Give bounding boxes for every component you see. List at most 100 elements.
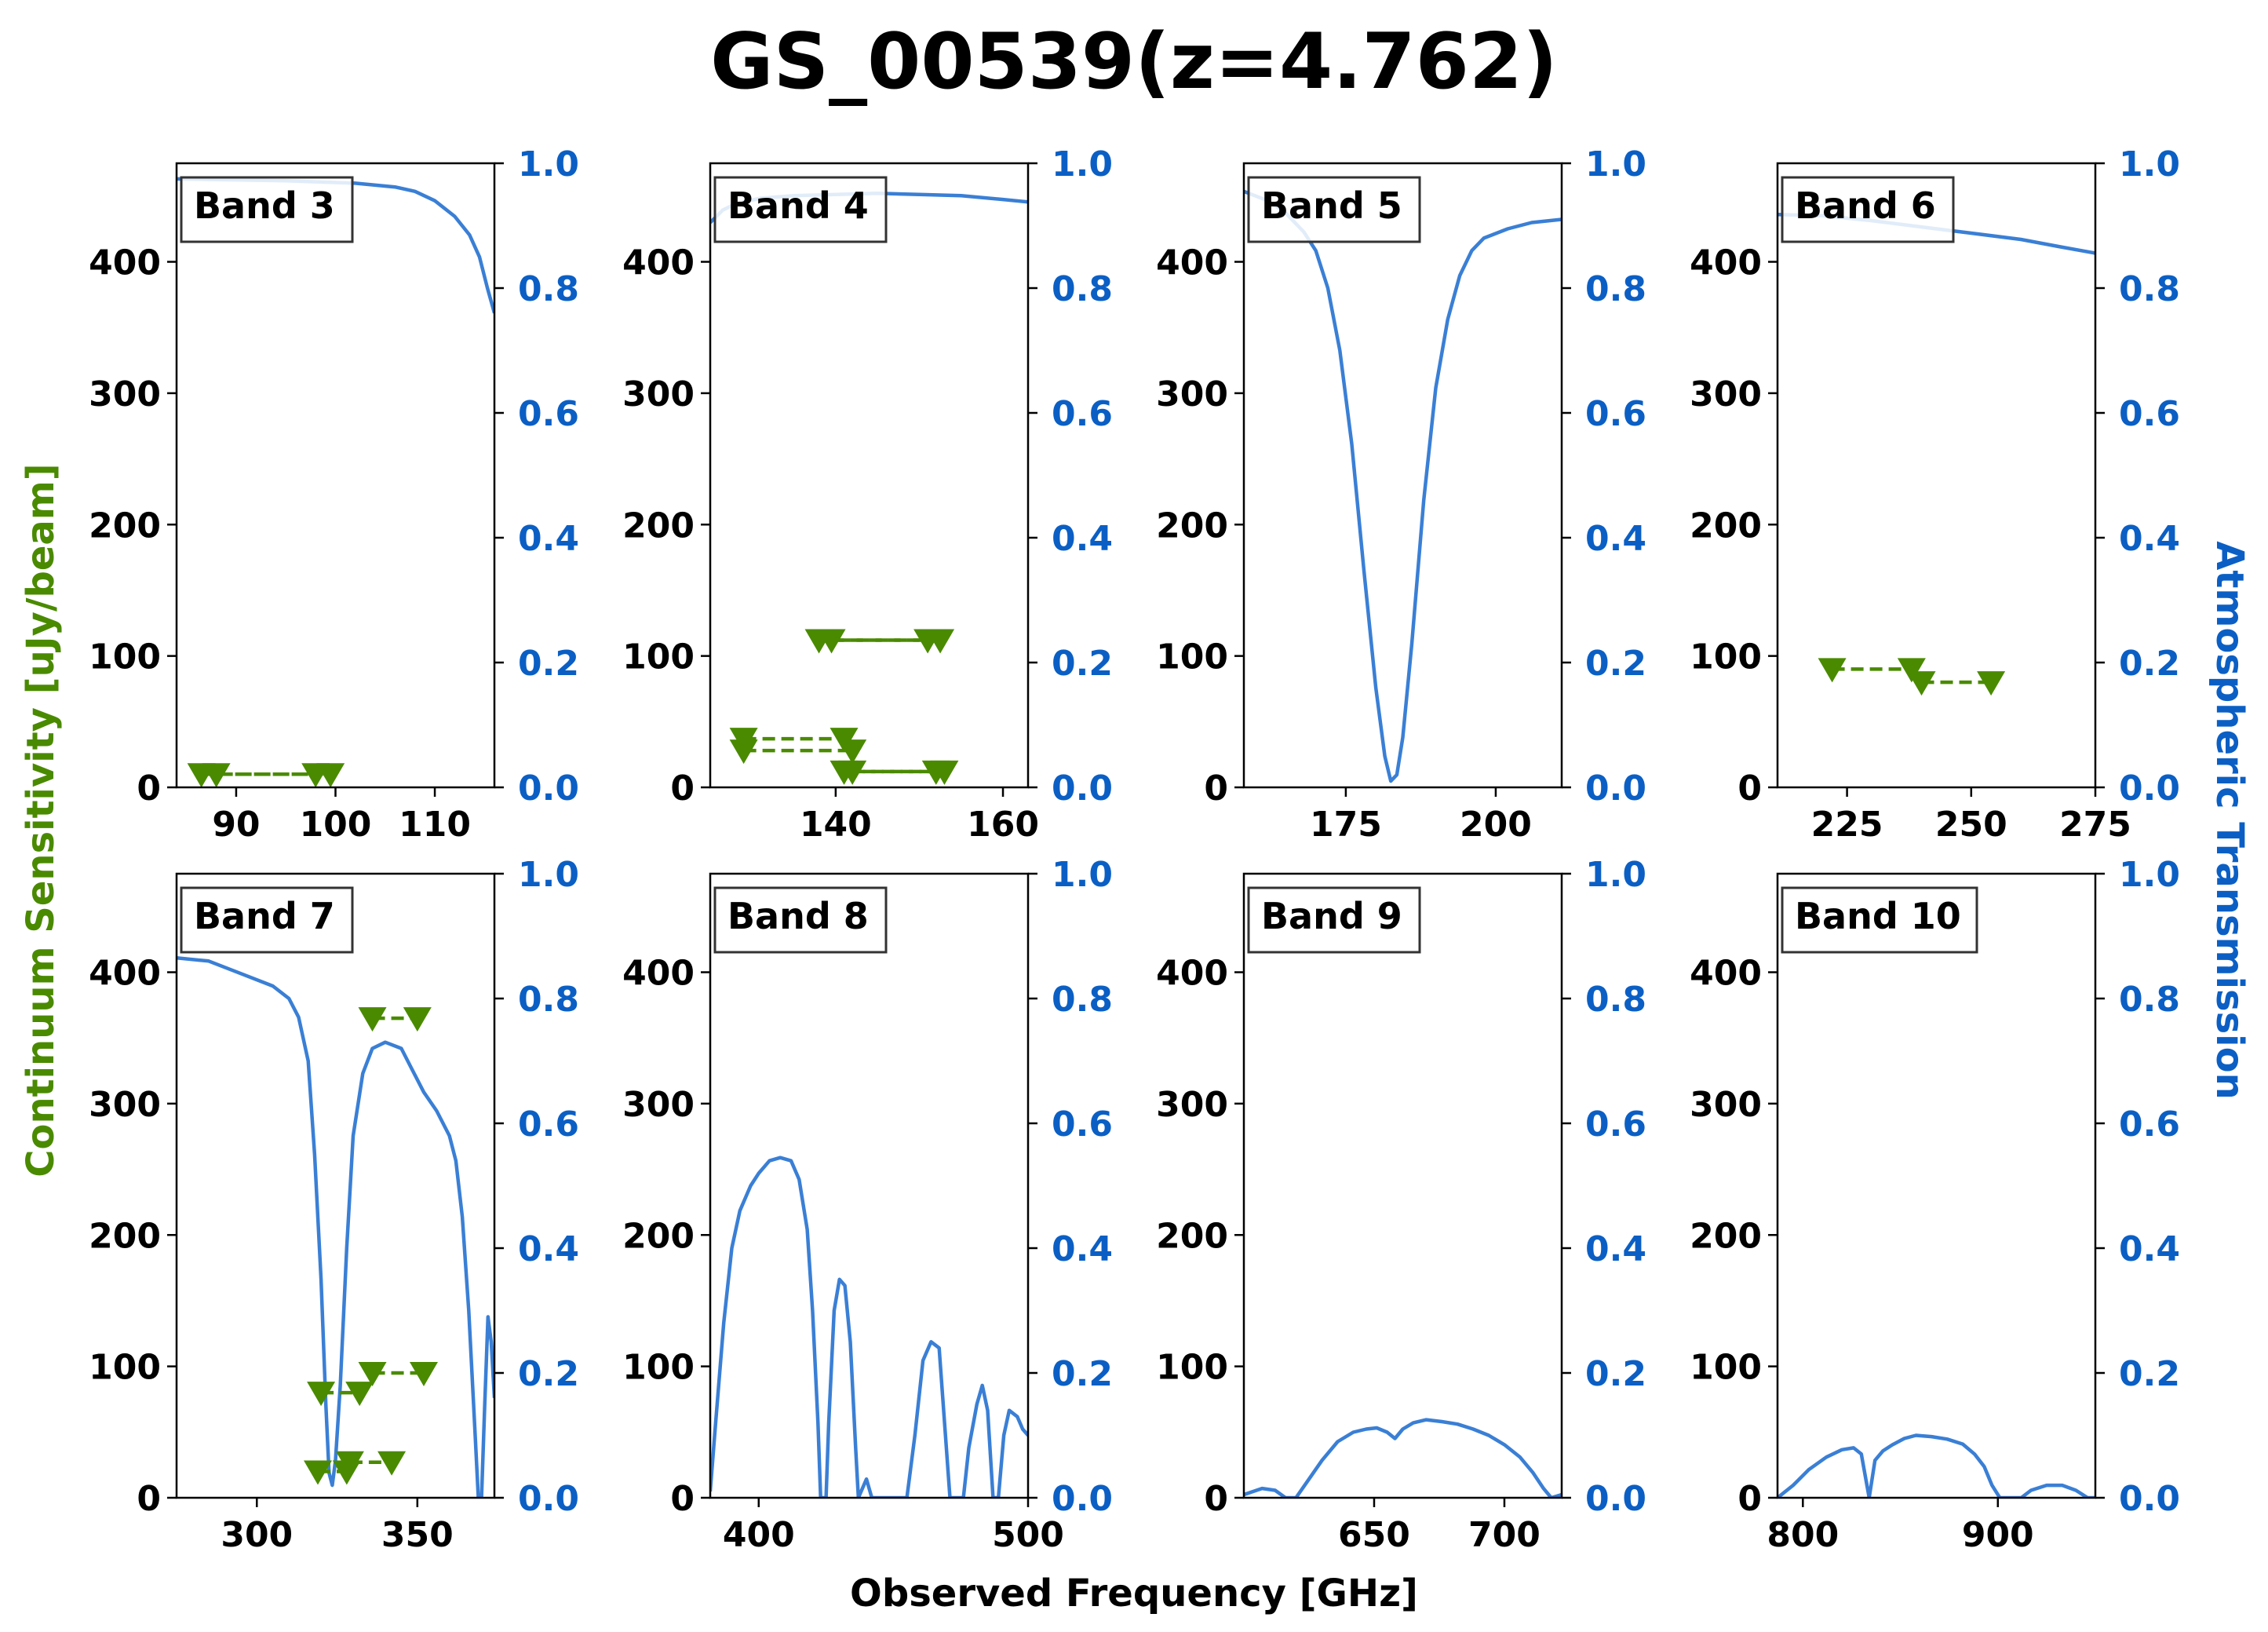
y-tick-label-right: 0.2 (1585, 644, 1646, 684)
y-tick-label-right: 1.0 (518, 144, 579, 184)
plot-frame (1242, 872, 1563, 1499)
y-tick-label-right: 0.8 (518, 269, 579, 309)
upper-limit-marker (838, 739, 867, 765)
y-tick-label-right: 0.8 (1052, 980, 1113, 1020)
y-tick-label-left: 200 (1156, 1216, 1228, 1256)
upper-limit-marker (930, 760, 959, 785)
y-tick-label-left: 400 (89, 954, 161, 994)
y-tick-label-right: 0.2 (1052, 644, 1113, 684)
y-tick-label-right: 0.4 (2119, 519, 2180, 559)
y-tick-label-right: 0.6 (518, 394, 579, 434)
x-tick-label: 700 (1468, 1515, 1541, 1555)
plot-frame (175, 162, 496, 789)
plot-frame (709, 162, 1030, 789)
y-tick-label-left: 0 (670, 1479, 695, 1519)
y-tick-label-right: 0.4 (518, 1229, 579, 1269)
upper-limit-marker (345, 1382, 374, 1407)
plot-frame (175, 872, 496, 1499)
x-tick-label: 275 (2059, 805, 2131, 845)
y-tick-label-right: 0.0 (518, 769, 579, 809)
y-tick-label-left: 0 (1204, 769, 1228, 809)
y-tick-label-left: 300 (89, 374, 161, 414)
y-tick-label-right: 0.0 (518, 1479, 579, 1519)
upper-limit-marker (202, 763, 231, 788)
y-tick-label-right: 0.2 (2119, 1354, 2180, 1394)
y-tick-label-left: 200 (1690, 1216, 1762, 1256)
band-label: Band 7 (194, 895, 335, 937)
y-tick-label-right: 0.6 (1585, 1104, 1646, 1145)
x-tick-label: 800 (1767, 1515, 1839, 1555)
y-tick-label-right: 0.4 (2119, 1229, 2180, 1269)
transmission-line (1244, 1418, 1562, 1498)
y-tick-label-right: 1.0 (1052, 855, 1113, 895)
y-tick-label-right: 0.8 (1052, 269, 1113, 309)
band-label: Band 10 (1795, 895, 1961, 937)
y-tick-label-left: 200 (1156, 506, 1228, 546)
y-tick-label-left: 0 (1204, 1479, 1228, 1519)
band-label-box: Band 4 (713, 176, 888, 243)
band-label-frame (1781, 176, 1955, 243)
y-tick-label-right: 1.0 (1052, 144, 1113, 184)
y-tick-label-right: 0.6 (2119, 394, 2180, 434)
band-label-frame (713, 176, 888, 243)
y-tick-label-right: 0.8 (2119, 269, 2180, 309)
x-tick-label: 90 (212, 805, 260, 845)
y-tick-label-right: 0.4 (1585, 1229, 1646, 1269)
y-tick-label-right: 0.8 (2119, 980, 2180, 1020)
x-tick-label: 175 (1310, 805, 1382, 845)
upper-limit-marker (377, 1451, 407, 1476)
y-tick-label-left: 300 (1156, 374, 1228, 414)
y-tick-label-left: 200 (89, 506, 161, 546)
y-tick-label-left: 0 (670, 769, 695, 809)
band-label: Band 8 (727, 895, 869, 937)
y-tick-label-right: 0.0 (1585, 1479, 1646, 1519)
band-label-frame (180, 176, 354, 243)
transmission-line (710, 1156, 1028, 1498)
y-tick-label-left: 300 (1156, 1085, 1228, 1125)
band-label: Band 3 (194, 184, 335, 227)
band-label-box: Band 7 (180, 886, 354, 954)
y-tick-label-left: 0 (137, 769, 161, 809)
y-tick-label-left: 400 (1156, 954, 1228, 994)
transmission-line (1778, 1433, 2095, 1498)
band-label-frame (713, 886, 888, 954)
y-tick-label-left: 200 (1690, 506, 1762, 546)
y-tick-label-left: 100 (89, 637, 161, 677)
y-tick-label-right: 0.2 (2119, 644, 2180, 684)
upper-limit-marker (358, 1362, 387, 1386)
x-tick-label: 110 (399, 805, 471, 845)
upper-limit-marker (1977, 671, 2006, 696)
panel-band-5: 0 100 200 300 400 0.0 0.2 0.4 0.6 0.8 1.0 175 200 Ban… (1156, 144, 1646, 845)
y-tick-label-left: 0 (1737, 1479, 1762, 1519)
transmission-line (177, 956, 494, 1498)
upper-limit-marker (1818, 658, 1847, 683)
band-label: Band 9 (1261, 895, 1402, 937)
upper-limit-marker (403, 1007, 432, 1032)
y-tick-label-left: 0 (137, 1479, 161, 1519)
y-tick-label-left: 100 (1690, 1348, 1762, 1388)
y-tick-label-left: 100 (89, 1348, 161, 1388)
y-tick-label-right: 0.2 (518, 644, 579, 684)
y-tick-label-right: 1.0 (1585, 855, 1646, 895)
y-tick-label-left: 300 (1690, 1085, 1762, 1125)
y-tick-label-left: 400 (1156, 243, 1228, 283)
y-tick-label-left: 0 (1737, 769, 1762, 809)
panel-band-6: 0 100 200 300 400 0.0 0.2 0.4 0.6 0.8 1.0 225 250 275… (1690, 144, 2180, 845)
band-label-box: Band 10 (1781, 886, 1978, 954)
panel-band-7: 0 100 200 300 400 0.0 0.2 0.4 0.6 0.8 1.0 300 350 Ban… (89, 855, 579, 1555)
y-tick-label-left: 200 (622, 1216, 695, 1256)
y-tick-label-left: 100 (622, 637, 695, 677)
band-label: Band 6 (1795, 184, 1936, 227)
x-tick-label: 350 (381, 1515, 454, 1555)
upper-limit-marker (335, 1451, 364, 1476)
y-tick-label-left: 200 (89, 1216, 161, 1256)
panel-band-9: 0 100 200 300 400 0.0 0.2 0.4 0.6 0.8 1.0 650 700 Ban… (1156, 855, 1646, 1555)
x-tick-label: 300 (221, 1515, 293, 1555)
band-label-box: Band 9 (1247, 886, 1421, 954)
x-tick-label: 650 (1338, 1515, 1410, 1555)
band-label: Band 4 (727, 184, 869, 227)
band-label: Band 5 (1261, 184, 1402, 227)
y-tick-label-left: 300 (89, 1085, 161, 1125)
y-tick-label-right: 0.0 (2119, 1479, 2180, 1519)
